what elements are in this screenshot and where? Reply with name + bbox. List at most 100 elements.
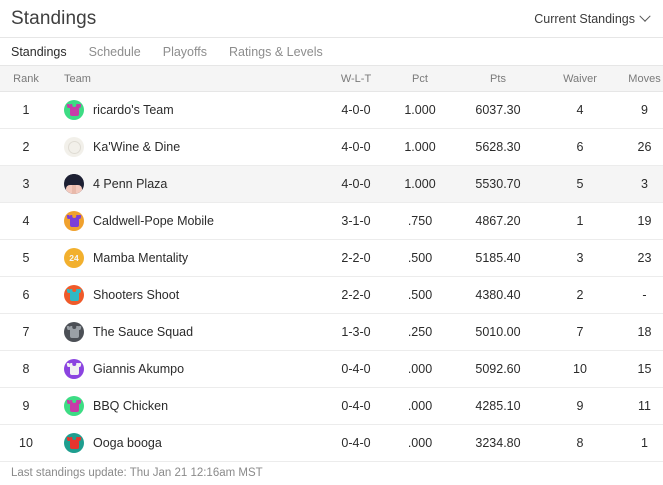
team-name-link[interactable]: ricardo's Team (93, 103, 174, 117)
cell-waiver: 4 (546, 91, 614, 129)
cell-pct: .000 (390, 424, 450, 462)
cell-pct: .500 (390, 276, 450, 314)
cell-team: Ka'Wine & Dine (52, 128, 322, 166)
cell-team: Shooters Shoot (52, 276, 322, 314)
last-update-text: Last standings update: Thu Jan 21 12:16a… (11, 466, 263, 479)
column-header-pct[interactable]: Pct (390, 66, 450, 92)
column-header-rank[interactable]: Rank (0, 66, 52, 92)
chevron-down-icon (639, 10, 651, 22)
table-row[interactable]: 1 ricardo's Team 4-0-0 1.000 6037.30 4 9 (0, 91, 663, 129)
jersey-icon (69, 363, 79, 375)
table-row[interactable]: 9 BBQ Chicken 0-4-0.000 4285.10 9 11 (0, 387, 663, 425)
cell-moves: 23 (614, 239, 663, 277)
page-title: Standings (11, 7, 97, 29)
team-avatar-icon (64, 396, 84, 416)
table-row[interactable]: 4 Caldwell-Pope Mobile 3-1-0.750 4867.20 1 19 (0, 202, 663, 240)
team-name-link[interactable]: BBQ Chicken (93, 399, 169, 413)
table-body: 1 ricardo's Team 4-0-0 1.000 6037.30 4 9 2 Ka'Wi… (0, 91, 663, 462)
team-name-link[interactable]: Ooga booga (93, 436, 162, 450)
team-cell: Giannis Akumpo (64, 359, 322, 379)
table-row[interactable]: 7 The Sauce Squad 1-3-0.250 5010.00 7 18 (0, 313, 663, 351)
cell-rank: 9 (0, 387, 52, 425)
season-selector-dropdown[interactable]: Current Standings (534, 10, 651, 26)
team-cell: Ooga booga (64, 433, 322, 453)
jersey-icon (69, 215, 79, 227)
cell-pts: 5010.00 (450, 313, 546, 351)
cell-wlt: 2-2-0 (322, 276, 390, 314)
jersey-icon (69, 289, 79, 301)
jersey-collar-icon (72, 363, 76, 366)
cell-pts: 4867.20 (450, 202, 546, 240)
cell-team: Giannis Akumpo (52, 350, 322, 388)
footer: Last standings update: Thu Jan 21 12:16a… (0, 460, 663, 485)
cell-rank: 2 (0, 128, 52, 166)
column-header-waiver[interactable]: Waiver (546, 66, 614, 92)
cell-waiver: 7 (546, 313, 614, 351)
cell-waiver: 9 (546, 387, 614, 425)
cell-waiver: 3 (546, 239, 614, 277)
jersey-icon (69, 104, 79, 116)
cell-rank: 7 (0, 313, 52, 351)
column-header-moves[interactable]: Moves (614, 66, 663, 92)
team-avatar-icon (64, 322, 84, 342)
cell-moves: 26 (614, 128, 663, 166)
table-row[interactable]: 5 24 Mamba Mentality 2-2-0.500 5185.40 3 23 (0, 239, 663, 277)
cell-moves: 1 (614, 424, 663, 462)
team-name-link[interactable]: Giannis Akumpo (93, 362, 185, 376)
cell-pct: 1.000 (390, 91, 450, 129)
cell-pts: 6037.30 (450, 91, 546, 129)
page-header: Standings Current Standings (0, 0, 663, 37)
cell-waiver: 6 (546, 128, 614, 166)
jersey-collar-icon (72, 400, 76, 403)
team-cell: Shooters Shoot (64, 285, 322, 305)
ring-logo-icon (67, 140, 81, 154)
team-name-link[interactable]: Ka'Wine & Dine (93, 140, 181, 154)
cell-pts: 5530.70 (450, 165, 546, 203)
cell-waiver: 8 (546, 424, 614, 462)
cell-pct: .000 (390, 387, 450, 425)
cell-moves: 15 (614, 350, 663, 388)
team-name-link[interactable]: Mamba Mentality (93, 251, 189, 265)
team-cell: ricardo's Team (64, 100, 322, 120)
cell-moves: 3 (614, 165, 663, 203)
team-name-link[interactable]: Shooters Shoot (93, 288, 180, 302)
team-avatar-icon (64, 433, 84, 453)
tab-schedule[interactable]: Schedule (88, 44, 141, 59)
column-header-wlt[interactable]: W-L-T (322, 66, 390, 92)
avatar-number: 24 (69, 252, 79, 263)
jersey-icon (69, 326, 79, 338)
team-name-link[interactable]: 4 Penn Plaza (93, 177, 168, 191)
table-row[interactable]: 8 Giannis Akumpo 0-4-0.000 5092.60 10 15 (0, 350, 663, 388)
cell-wlt: 4-0-0 (322, 128, 390, 166)
cell-team: 24 Mamba Mentality (52, 239, 322, 277)
cell-pct: .000 (390, 350, 450, 388)
cell-moves: - (614, 276, 663, 314)
column-header-pts[interactable]: Pts (450, 66, 546, 92)
jersey-icon (69, 400, 79, 412)
column-header-team[interactable]: Team (52, 66, 322, 92)
cell-wlt: 1-3-0 (322, 313, 390, 351)
cell-wlt: 4-0-0 (322, 165, 390, 203)
cell-rank: 5 (0, 239, 52, 277)
cell-wlt: 4-0-0 (322, 91, 390, 129)
cell-pts: 4285.10 (450, 387, 546, 425)
cell-pts: 5092.60 (450, 350, 546, 388)
team-name-link[interactable]: Caldwell-Pope Mobile (93, 214, 214, 228)
tab-standings[interactable]: Standings (11, 44, 67, 59)
tab-ratings-levels[interactable]: Ratings & Levels (228, 44, 323, 59)
cell-rank: 1 (0, 91, 52, 129)
table-header-row: Rank Team W-L-T Pct Pts Waiver Moves (0, 66, 663, 92)
cell-rank: 8 (0, 350, 52, 388)
standings-table: Rank Team W-L-T Pct Pts Waiver Moves 1 ri… (0, 66, 663, 462)
cell-wlt: 0-4-0 (322, 387, 390, 425)
table-row[interactable]: 10 Ooga booga 0-4-0.000 3234.80 8 1 (0, 424, 663, 462)
table-row[interactable]: 6 Shooters Shoot 2-2-0.500 4380.40 2- (0, 276, 663, 314)
tab-playoffs[interactable]: Playoffs (162, 44, 207, 59)
table-row[interactable]: 2 Ka'Wine & Dine 4-0-0 1.000 5628.30 6 26 (0, 128, 663, 166)
team-name-link[interactable]: The Sauce Squad (93, 325, 194, 339)
cell-pts: 3234.80 (450, 424, 546, 462)
cell-wlt: 0-4-0 (322, 424, 390, 462)
cell-pts: 4380.40 (450, 276, 546, 314)
team-avatar-icon (64, 359, 84, 379)
